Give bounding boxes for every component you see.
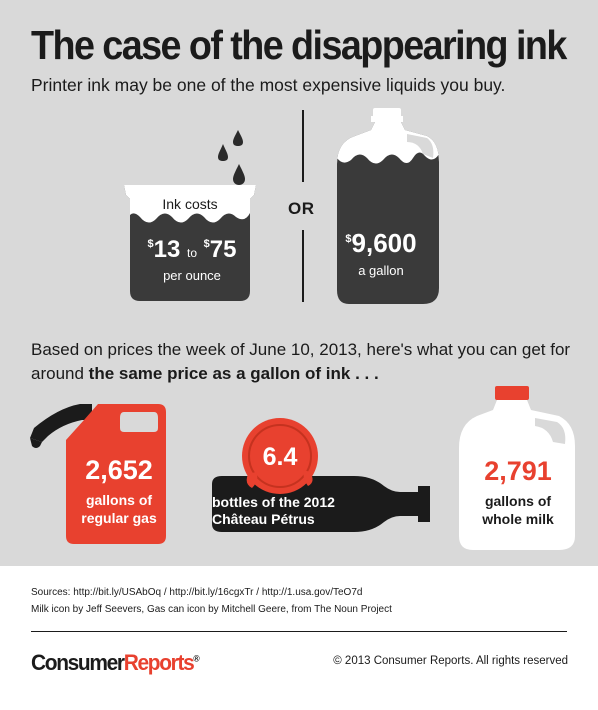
ink-costs-label: Ink costs [162,196,218,212]
logo-part1: Consumer [31,650,125,675]
page-title: The case of the disappearing ink [31,22,567,68]
icon-credit-text: Milk icon by Jeff Seevers, Gas can icon … [31,604,392,615]
wine-bottle-icon [212,418,430,532]
gas-value: 2,652 [85,455,153,485]
consumer-reports-logo: ConsumerReports® [31,650,200,676]
intro-sentence: Based on prices the week of June 10, 201… [31,340,571,383]
wine-label-line2: Château Pétrus [212,511,315,527]
logo-mark: ® [193,653,199,664]
or-label: OR [288,199,315,218]
wine-value: 6.4 [262,443,298,471]
ink-price-range: $13 to $75 [132,236,252,264]
ink-gallon-jug-icon [337,108,439,304]
intro-text: Based on prices the week of June 10, 201… [31,338,576,386]
copyright-text: © 2013 Consumer Reports. All rights rese… [333,655,568,667]
milk-jug-icon [459,386,575,550]
sources-text: Sources: http://bit.ly/USAbOq / http://b… [31,587,363,598]
gallon-price: $9,600 [330,228,432,259]
gallon-unit-label: a gallon [358,263,404,278]
milk-label: gallons of whole milk [468,492,568,528]
wine-label: bottles of the 2012 Château Pétrus [212,494,412,528]
ink-unit-label: per ounce [163,268,221,283]
gallon-price-value: 9,600 [351,228,417,258]
divider-line-top [302,110,304,182]
milk-label-line2: whole milk [482,511,554,527]
gas-label-line2: regular gas [81,510,157,526]
page-subtitle: Printer ink may be one of the most expen… [31,75,506,95]
infographic-body: The case of the disappearing ink Printer… [0,0,598,566]
ink-low-price: 13 [153,236,181,263]
logo-part2: Reports [123,650,195,675]
footer-divider [31,631,567,632]
currency-symbol: $ [147,238,154,250]
range-to-label: to [186,246,197,260]
currency-symbol: $ [345,233,352,245]
milk-value: 2,791 [484,456,552,486]
ink-beaker-icon [124,185,256,301]
intro-emphasis: the same price as a gallon of ink . . . [88,364,379,383]
ink-drops-icon [218,130,245,185]
ink-high-price: 75 [209,236,237,263]
currency-symbol: $ [203,238,210,250]
wine-label-line1: bottles of the 2012 [212,494,335,510]
milk-label-line1: gallons of [484,493,552,509]
divider-line-bottom [302,230,304,302]
gas-label-line1: gallons of [85,492,153,508]
gas-label: gallons of regular gas [64,491,174,527]
gas-can-icon [30,404,166,544]
